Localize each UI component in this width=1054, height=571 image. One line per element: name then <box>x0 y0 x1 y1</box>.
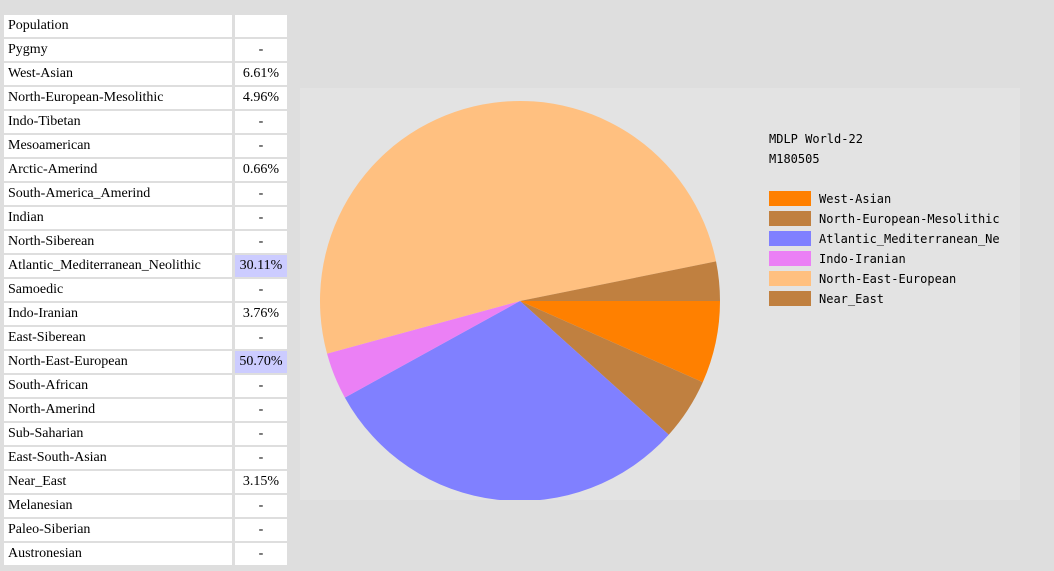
legend-label: Near_East <box>819 292 884 306</box>
table-row: North-Amerind - <box>4 399 287 423</box>
table-row: South-African - <box>4 375 287 399</box>
chart-title: MDLP World-22 <box>769 132 863 146</box>
table-row: Melanesian - <box>4 495 287 519</box>
population-name: Indo-Tibetan <box>4 111 235 135</box>
population-value: 6.61% <box>235 63 287 87</box>
table-row: South-America_Amerind - <box>4 183 287 207</box>
table-row: Indian - <box>4 207 287 231</box>
population-value: - <box>235 39 287 63</box>
table-row: North-Siberean - <box>4 231 287 255</box>
population-name: Atlantic_Mediterranean_Neolithic <box>4 255 235 279</box>
population-value: 3.76% <box>235 303 287 327</box>
population-value: 30.11% <box>235 255 287 279</box>
table-row: Paleo-Siberian - <box>4 519 287 543</box>
population-name: South-America_Amerind <box>4 183 235 207</box>
pie-slice <box>319 100 717 354</box>
population-value: - <box>235 447 287 471</box>
legend-label: North-East-European <box>819 272 956 286</box>
population-name: Indian <box>4 207 235 231</box>
pie-slice <box>327 301 520 398</box>
population-name: Near_East <box>4 471 235 495</box>
chart-subtitle: M180505 <box>769 152 820 166</box>
table-row: Pygmy - <box>4 39 287 63</box>
table-row: Near_East 3.15% <box>4 471 287 495</box>
population-value: - <box>235 111 287 135</box>
legend-swatch <box>769 211 811 226</box>
pie-chart-panel: MDLP World-22 M180505 West-Asian North-Eu… <box>300 88 1020 500</box>
population-value: - <box>235 207 287 231</box>
table-header-row: Population <box>4 15 287 39</box>
population-value: - <box>235 183 287 207</box>
population-table: Population Pygmy - West-Asian 6.61% North-Eu… <box>4 15 287 567</box>
table-row: West-Asian 6.61% <box>4 63 287 87</box>
table-row: East-Siberean - <box>4 327 287 351</box>
legend-swatch <box>769 191 811 206</box>
table-row: North-East-European 50.70% <box>4 351 287 375</box>
population-name: East-South-Asian <box>4 447 235 471</box>
population-value: - <box>235 423 287 447</box>
population-name: Mesoamerican <box>4 135 235 159</box>
table-header-population: Population <box>4 15 235 39</box>
table-row: Indo-Tibetan - <box>4 111 287 135</box>
table-row: East-South-Asian - <box>4 447 287 471</box>
population-value: - <box>235 543 287 567</box>
population-value: - <box>235 279 287 303</box>
population-name: South-African <box>4 375 235 399</box>
population-name: Samoedic <box>4 279 235 303</box>
population-name: East-Siberean <box>4 327 235 351</box>
pie-slice <box>520 301 703 435</box>
table-row: Atlantic_Mediterranean_Neolithic 30.11% <box>4 255 287 279</box>
legend-label: North-European-Mesolithic <box>819 212 1000 226</box>
population-value: 50.70% <box>235 351 287 375</box>
table-header-value-cell <box>235 15 287 39</box>
population-name: North-East-European <box>4 351 235 375</box>
table-row: Arctic-Amerind 0.66% <box>4 159 287 183</box>
pie-chart: MDLP World-22 M180505 West-Asian North-Eu… <box>319 100 1000 500</box>
population-name: Arctic-Amerind <box>4 159 235 183</box>
population-name: Austronesian <box>4 543 235 567</box>
population-name: Melanesian <box>4 495 235 519</box>
legend-label: Atlantic_Mediterranean_Ne <box>819 232 1000 246</box>
pie-slices <box>319 100 720 500</box>
population-value: - <box>235 327 287 351</box>
population-value: - <box>235 375 287 399</box>
population-value: - <box>235 399 287 423</box>
legend-label: West-Asian <box>819 192 891 206</box>
table-row: Austronesian - <box>4 543 287 567</box>
population-value: 0.66% <box>235 159 287 183</box>
chart-legend: West-Asian North-European-Mesolithic Atlan… <box>769 191 1000 306</box>
pie-slice <box>520 301 720 383</box>
population-name: West-Asian <box>4 63 235 87</box>
legend-swatch <box>769 231 811 246</box>
population-value: - <box>235 495 287 519</box>
table-row: Indo-Iranian 3.76% <box>4 303 287 327</box>
population-name: North-Amerind <box>4 399 235 423</box>
legend-swatch <box>769 291 811 306</box>
legend-swatch <box>769 271 811 286</box>
table-row: Mesoamerican - <box>4 135 287 159</box>
table-row: Sub-Saharian - <box>4 423 287 447</box>
pie-slice <box>344 301 669 500</box>
pie-slice <box>520 261 720 301</box>
table-row: Samoedic - <box>4 279 287 303</box>
population-value: 4.96% <box>235 87 287 111</box>
population-value: - <box>235 135 287 159</box>
population-table-body: Population Pygmy - West-Asian 6.61% North-Eu… <box>4 15 287 567</box>
population-name: North-Siberean <box>4 231 235 255</box>
population-value: - <box>235 231 287 255</box>
table-row: North-European-Mesolithic 4.96% <box>4 87 287 111</box>
population-name: North-European-Mesolithic <box>4 87 235 111</box>
population-value: 3.15% <box>235 471 287 495</box>
population-name: Paleo-Siberian <box>4 519 235 543</box>
legend-swatch <box>769 251 811 266</box>
population-name: Indo-Iranian <box>4 303 235 327</box>
population-value: - <box>235 519 287 543</box>
population-name: Pygmy <box>4 39 235 63</box>
legend-label: Indo-Iranian <box>819 252 906 266</box>
population-name: Sub-Saharian <box>4 423 235 447</box>
